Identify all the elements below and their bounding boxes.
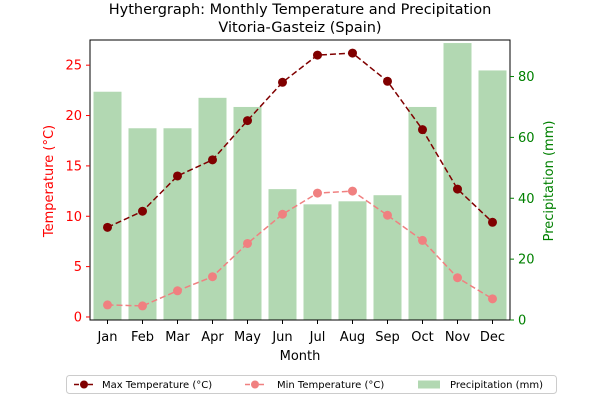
plot-frame (89, 39, 511, 321)
x-axis-label: Month (280, 349, 321, 364)
precipitation-bar (128, 128, 157, 320)
legend-label-max-temperature: Max Temperature (°C) (102, 380, 212, 391)
min-temperature-point (383, 210, 392, 220)
precipitation-bar (268, 189, 297, 320)
max-temperature-point (418, 125, 427, 135)
min-temperature-point (488, 294, 497, 304)
precipitation-bar (478, 70, 507, 320)
max-temperature-point (453, 184, 462, 194)
legend-swatch-precipitation (418, 380, 440, 389)
precipitation-bar (338, 201, 367, 320)
y-left-tick-label: 20 (65, 109, 82, 124)
x-tick-label: Jun (271, 330, 292, 345)
legend-box (66, 375, 557, 394)
legend-label-min-temperature: Min Temperature (°C) (277, 380, 384, 391)
max-temperature-point (208, 155, 217, 165)
min-temperature-point (313, 188, 322, 198)
x-tick-label: Nov (445, 330, 471, 345)
max-temperature-point (278, 77, 287, 87)
min-temperature-point (173, 286, 182, 296)
axes: Jan Feb Mar Apr May Jun Jul Aug Sep Oct Nov Dec 0 5 10… (65, 39, 535, 345)
min-temperature-point (243, 238, 252, 248)
y-right-tick-label: 40 (518, 192, 535, 207)
precipitation-bars (93, 43, 507, 321)
precipitation-bar (233, 106, 262, 321)
precipitation-bar (198, 97, 227, 321)
min-temperature-point (348, 186, 357, 196)
min-temperature-line (107, 190, 493, 307)
chart-subtitle: Vitoria-Gasteiz (Spain) (218, 20, 381, 36)
max-temperature-point (313, 50, 322, 60)
y-left-tick-label: 10 (65, 210, 82, 225)
x-tick-label: Dec (480, 330, 505, 345)
max-temperature-point (243, 116, 252, 126)
min-temperature-point (278, 209, 287, 219)
max-temperature-point (103, 222, 112, 232)
max-temperature-point (488, 217, 497, 227)
x-tick-label: Jan (96, 330, 117, 345)
x-tick-label: May (234, 330, 261, 345)
legend-marker-min-temperature (251, 380, 259, 389)
x-tick-label: Oct (411, 330, 433, 345)
legend-label-precipitation: Precipitation (mm) (450, 380, 543, 391)
y-right-tick-label: 60 (518, 131, 535, 146)
y-right-tick-label: 0 (518, 314, 526, 329)
precipitation-bar (408, 106, 437, 321)
x-tick-label: Jul (309, 330, 326, 345)
y-left-tick-label: 5 (74, 260, 82, 275)
precipitation-bar (93, 91, 122, 320)
legend-marker-max-temperature (80, 380, 88, 389)
y-axis-left-label: Temperature (°C) (42, 125, 57, 238)
x-tick-label: Apr (201, 330, 224, 345)
max-temperature-line (107, 52, 494, 229)
x-tick-label: Sep (375, 330, 400, 345)
chart-title: Hythergraph: Monthly Temperature and Pre… (109, 2, 492, 18)
max-temperature-point (138, 206, 147, 216)
min-temperature-point (103, 300, 112, 310)
min-temperature-point (418, 235, 427, 245)
y-axis-right-label: Precipitation (mm) (542, 121, 557, 242)
min-temperature-point (208, 272, 217, 282)
max-temperature-point (383, 76, 392, 86)
min-temperature-point (138, 301, 147, 311)
x-tick-label: Feb (131, 330, 154, 345)
min-temperature-point (453, 273, 462, 283)
max-temperature-point (348, 48, 357, 58)
max-temperature-point (173, 171, 182, 181)
y-left-tick-label: 25 (65, 59, 82, 74)
precipitation-bar (303, 204, 332, 320)
x-tick-label: Mar (165, 330, 190, 345)
y-left-tick-label: 0 (74, 310, 82, 325)
y-right-tick-label: 80 (518, 70, 535, 85)
temperature-lines (103, 48, 497, 311)
legend: Max Temperature (°C) Min Temperature (°C)… (66, 375, 557, 394)
y-right-tick-label: 20 (518, 253, 535, 268)
x-tick-label: Aug (340, 330, 365, 345)
y-left-tick-label: 15 (65, 159, 82, 174)
